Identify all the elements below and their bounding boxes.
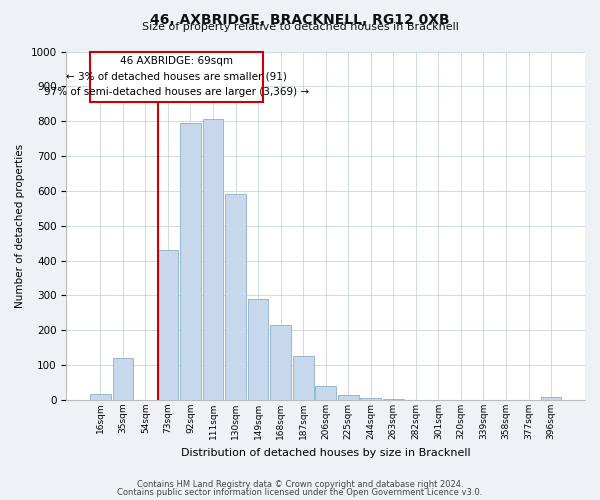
Bar <box>203 120 223 400</box>
Bar <box>158 250 178 400</box>
Bar <box>248 299 268 400</box>
Text: 46 AXBRIDGE: 69sqm
← 3% of detached houses are smaller (91)
97% of semi-detached: 46 AXBRIDGE: 69sqm ← 3% of detached hous… <box>44 56 309 98</box>
Text: 46, AXBRIDGE, BRACKNELL, RG12 0XB: 46, AXBRIDGE, BRACKNELL, RG12 0XB <box>150 12 450 26</box>
Bar <box>270 325 291 400</box>
Text: Contains HM Land Registry data © Crown copyright and database right 2024.: Contains HM Land Registry data © Crown c… <box>137 480 463 489</box>
Bar <box>293 356 314 400</box>
Bar <box>316 386 336 400</box>
Bar <box>541 396 562 400</box>
Text: Size of property relative to detached houses in Bracknell: Size of property relative to detached ho… <box>142 22 458 32</box>
Bar <box>180 123 201 400</box>
X-axis label: Distribution of detached houses by size in Bracknell: Distribution of detached houses by size … <box>181 448 470 458</box>
Bar <box>90 394 111 400</box>
Bar <box>361 398 381 400</box>
Bar <box>113 358 133 400</box>
Bar <box>225 194 246 400</box>
Text: Contains public sector information licensed under the Open Government Licence v3: Contains public sector information licen… <box>118 488 482 497</box>
Y-axis label: Number of detached properties: Number of detached properties <box>15 144 25 308</box>
FancyBboxPatch shape <box>90 52 263 102</box>
Bar <box>338 395 359 400</box>
